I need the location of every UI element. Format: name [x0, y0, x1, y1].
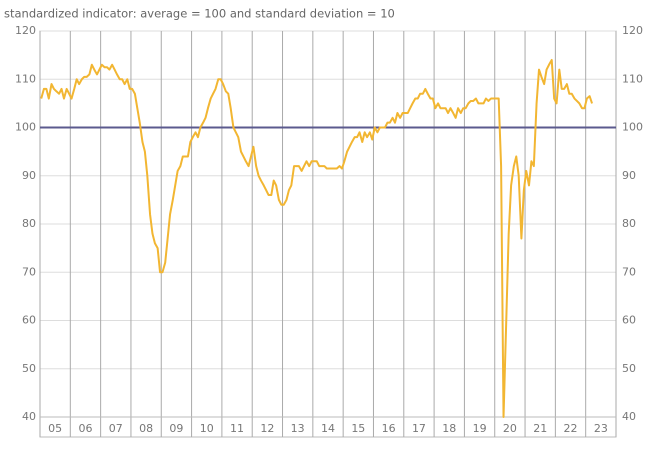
x-tick-label: 20: [503, 422, 517, 435]
x-tick-label: 15: [351, 422, 365, 435]
y-tick-label: 60: [22, 314, 36, 327]
x-tick-label: 11: [230, 422, 244, 435]
x-tick-label: 09: [169, 422, 183, 435]
y-tick-label: 40: [22, 410, 36, 423]
x-tick-label: 21: [533, 422, 547, 435]
y-tick-label: 80: [22, 217, 36, 230]
y-tick-label: 100: [15, 121, 36, 134]
x-tick-label: 05: [48, 422, 62, 435]
y-tick-label: 110: [15, 72, 36, 85]
x-tick-label: 22: [564, 422, 578, 435]
y2-tick-label: 90: [622, 169, 636, 182]
x-tick-label: 13: [291, 422, 305, 435]
y-tick-label: 50: [22, 362, 36, 375]
x-tick-label: 23: [594, 422, 608, 435]
y2-tick-label: 50: [622, 362, 636, 375]
x-tick-label: 06: [78, 422, 92, 435]
y2-tick-label: 70: [622, 265, 636, 278]
x-tick-label: 19: [473, 422, 487, 435]
x-tick-label: 08: [139, 422, 153, 435]
x-tick-label: 07: [109, 422, 123, 435]
x-tick-label: 18: [442, 422, 456, 435]
y-tick-label: 120: [15, 24, 36, 37]
y2-tick-label: 100: [622, 121, 643, 134]
chart-title: standardized indicator: average = 100 an…: [4, 7, 395, 21]
x-tick-label: 17: [412, 422, 426, 435]
plot-frame: [39, 30, 617, 438]
data-line: [40, 58, 593, 418]
x-tick-label: 12: [260, 422, 274, 435]
x-tick-label: 16: [382, 422, 396, 435]
y2-tick-label: 60: [622, 314, 636, 327]
x-tick-label: 10: [200, 422, 214, 435]
y2-tick-label: 40: [622, 410, 636, 423]
y2-tick-label: 80: [622, 217, 636, 230]
x-tick-label: 14: [321, 422, 335, 435]
y-tick-label: 90: [22, 169, 36, 182]
y-tick-label: 70: [22, 265, 36, 278]
y2-tick-label: 120: [622, 24, 643, 37]
y2-tick-label: 110: [622, 72, 643, 85]
